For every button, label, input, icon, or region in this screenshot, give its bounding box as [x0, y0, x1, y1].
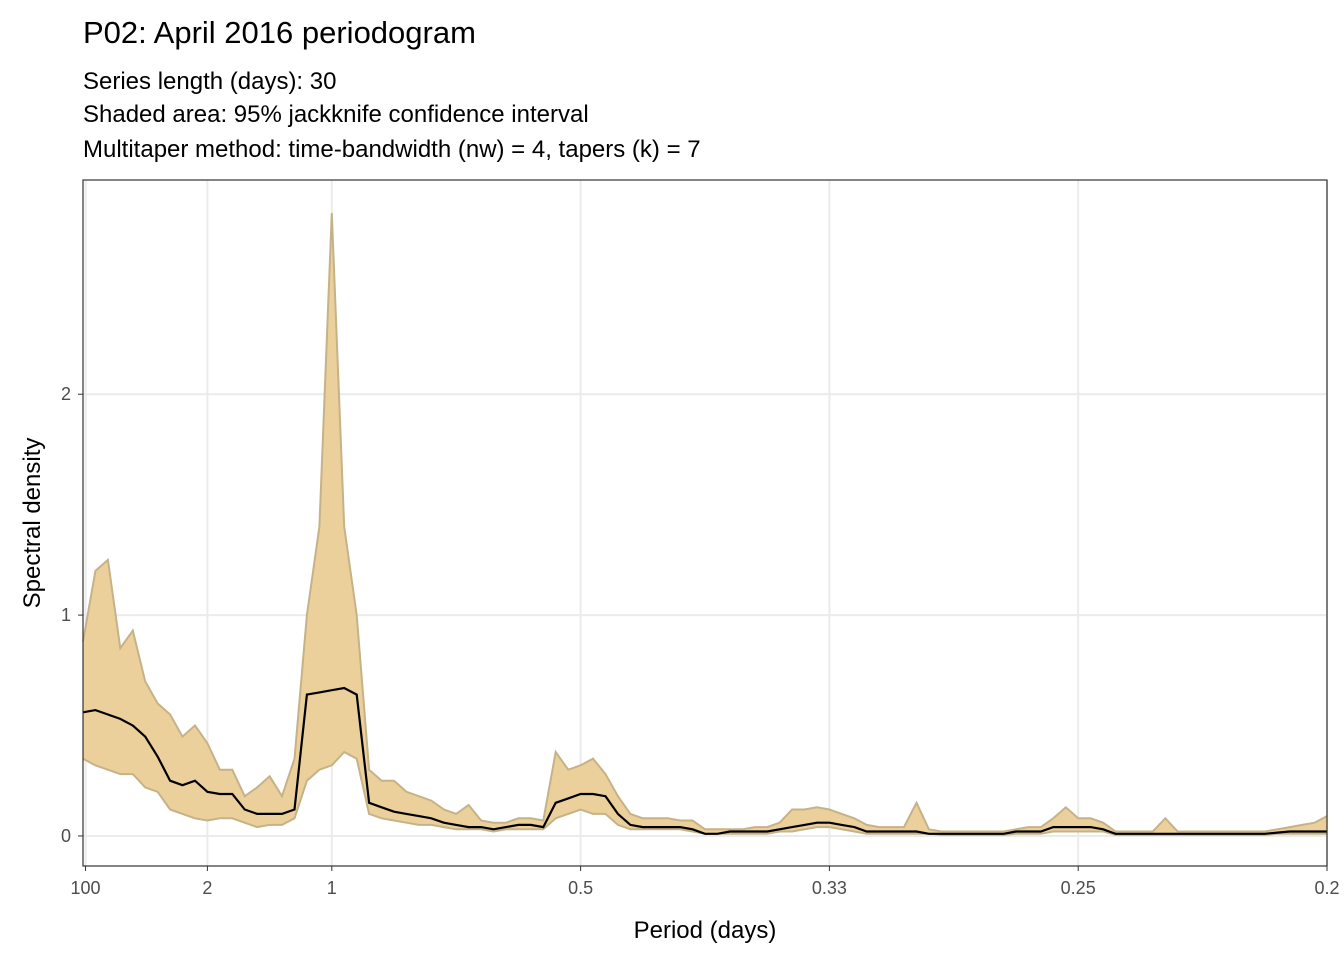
- y-tick-label: 1: [61, 605, 71, 625]
- x-tick-label: 0.5: [568, 878, 593, 898]
- band-upper-line: [82, 213, 1328, 833]
- subtitle: Shaded area: 95% jackknife confidence in…: [83, 101, 589, 128]
- x-tick-label: 100: [70, 878, 100, 898]
- x-tick-label: 0.25: [1061, 878, 1096, 898]
- x-tick-label: 0.33: [812, 878, 847, 898]
- x-axis-title: Period (days): [634, 917, 777, 944]
- x-tick-label: 0.2: [1314, 878, 1339, 898]
- y-tick-label: 2: [61, 384, 71, 404]
- subtitle: Series length (days): 30: [83, 68, 336, 95]
- subtitle: Multitaper method: time-bandwidth (nw) =…: [83, 136, 701, 163]
- panel-border: [82, 179, 1328, 867]
- x-tick-label: 1: [327, 878, 337, 898]
- confidence-band: [83, 213, 1327, 835]
- plot: [82, 213, 1328, 836]
- x-tick-label: 2: [202, 878, 212, 898]
- y-tick-label: 0: [61, 826, 71, 846]
- estimate-line: [82, 686, 1327, 835]
- y-axis-title: Spectral density: [19, 438, 46, 609]
- chart-title: P02: April 2016 periodogram: [83, 15, 476, 50]
